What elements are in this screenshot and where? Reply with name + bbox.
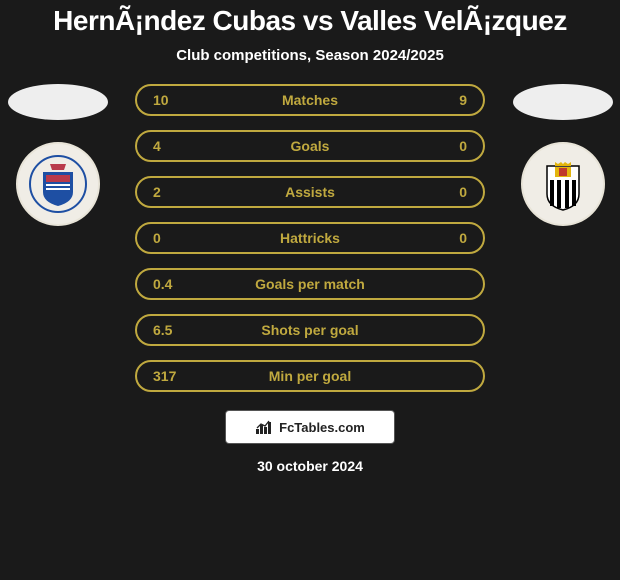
- stat-row-assists: 2 Assists 0: [135, 176, 485, 208]
- fctables-logo[interactable]: FcTables.com: [225, 410, 395, 444]
- stat-right-value: 0: [417, 138, 467, 154]
- stat-label: Hattricks: [280, 230, 340, 246]
- right-player-photo: [513, 84, 613, 120]
- right-club-badge: [521, 142, 605, 226]
- stat-row-gpm: 0.4 Goals per match: [135, 268, 485, 300]
- stat-left-value: 0.4: [153, 276, 203, 292]
- deportivo-crest-icon: [28, 154, 88, 214]
- stat-left-value: 2: [153, 184, 203, 200]
- stat-right-value: 9: [417, 92, 467, 108]
- stat-row-matches: 10 Matches 9: [135, 84, 485, 116]
- stat-left-value: 317: [153, 368, 203, 384]
- logo-text: FcTables.com: [279, 420, 365, 435]
- stats-column: 10 Matches 9 4 Goals 0 2 Assists 0 0 Hat…: [135, 84, 485, 392]
- main-row: 10 Matches 9 4 Goals 0 2 Assists 0 0 Hat…: [0, 84, 620, 392]
- stat-row-goals: 4 Goals 0: [135, 130, 485, 162]
- stat-row-hattricks: 0 Hattricks 0: [135, 222, 485, 254]
- stat-row-spg: 6.5 Shots per goal: [135, 314, 485, 346]
- stat-row-mpg: 317 Min per goal: [135, 360, 485, 392]
- stat-left-value: 4: [153, 138, 203, 154]
- page-title: HernÃ¡ndez Cubas vs Valles VelÃ¡zquez: [53, 5, 567, 37]
- stat-label: Assists: [285, 184, 335, 200]
- left-club-badge: [16, 142, 100, 226]
- stat-left-value: 0: [153, 230, 203, 246]
- stat-label: Goals per match: [255, 276, 365, 292]
- stat-left-value: 10: [153, 92, 203, 108]
- comparison-card: HernÃ¡ndez Cubas vs Valles VelÃ¡zquez Cl…: [0, 0, 620, 580]
- stat-label: Shots per goal: [261, 322, 358, 338]
- left-player-photo: [8, 84, 108, 120]
- stat-right-value: 0: [417, 184, 467, 200]
- badajoz-crest-icon: [533, 154, 593, 214]
- stat-right-value: 0: [417, 230, 467, 246]
- stat-left-value: 6.5: [153, 322, 203, 338]
- stat-label: Goals: [291, 138, 330, 154]
- subtitle: Club competitions, Season 2024/2025: [176, 47, 444, 64]
- date: 30 october 2024: [257, 458, 363, 474]
- stat-label: Min per goal: [269, 368, 351, 384]
- chart-icon: [255, 419, 275, 435]
- right-side: [505, 84, 620, 226]
- stat-label: Matches: [282, 92, 338, 108]
- left-side: [0, 84, 115, 226]
